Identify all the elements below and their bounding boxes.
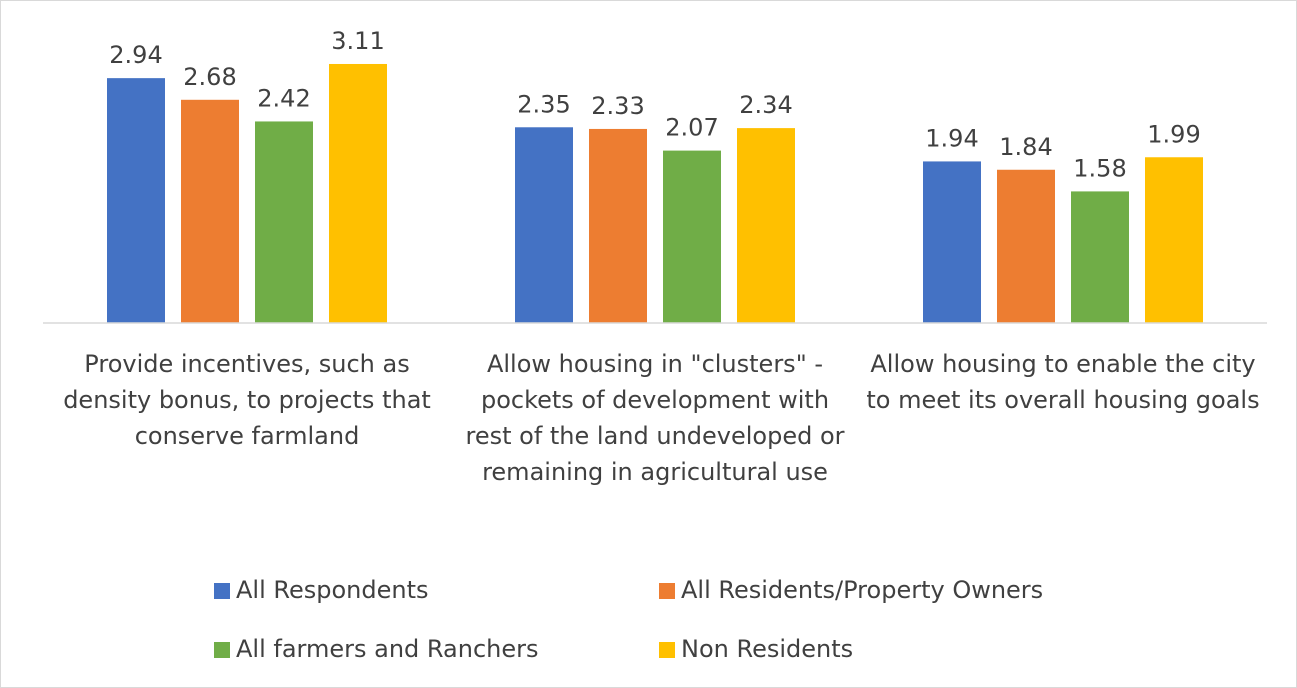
data-label: 2.42: [257, 84, 310, 112]
bar: [329, 63, 387, 323]
legend-label: All Respondents: [236, 576, 429, 604]
data-label: 1.94: [925, 124, 978, 152]
data-label: 3.11: [331, 27, 384, 55]
data-label: 2.68: [183, 63, 236, 91]
data-label: 1.58: [1073, 154, 1126, 182]
bar: [663, 150, 721, 323]
bar: [589, 128, 647, 323]
data-label: 1.99: [1147, 120, 1200, 148]
data-label: 2.94: [109, 41, 162, 69]
bar: [1145, 157, 1203, 323]
x-tick-label: Allow housing to enable the city to meet…: [866, 350, 1260, 414]
legend-label: All farmers and Ranchers: [236, 635, 539, 663]
data-label: 1.84: [999, 133, 1052, 161]
bar: [737, 128, 795, 323]
x-tick-label: Allow housing in "clusters" - pockets of…: [465, 350, 845, 486]
bar: [255, 121, 313, 323]
bar: [181, 99, 239, 324]
data-label: 2.07: [665, 114, 718, 142]
legend-swatch: [214, 642, 230, 658]
bar: [923, 161, 981, 323]
bar: [997, 169, 1055, 323]
legend-swatch: [659, 642, 675, 658]
legend-swatch: [214, 583, 230, 599]
legend-swatch: [659, 583, 675, 599]
legend-label: Non Residents: [681, 635, 853, 663]
legend-label: All Residents/Property Owners: [681, 576, 1043, 604]
x-tick-label: Provide incentives, such as density bonu…: [63, 350, 431, 450]
bar: [1071, 191, 1129, 323]
bar: [515, 127, 573, 324]
bar: [107, 78, 165, 323]
data-label: 2.35: [517, 90, 570, 118]
data-label: 2.34: [739, 91, 792, 119]
data-label: 2.33: [591, 92, 644, 120]
